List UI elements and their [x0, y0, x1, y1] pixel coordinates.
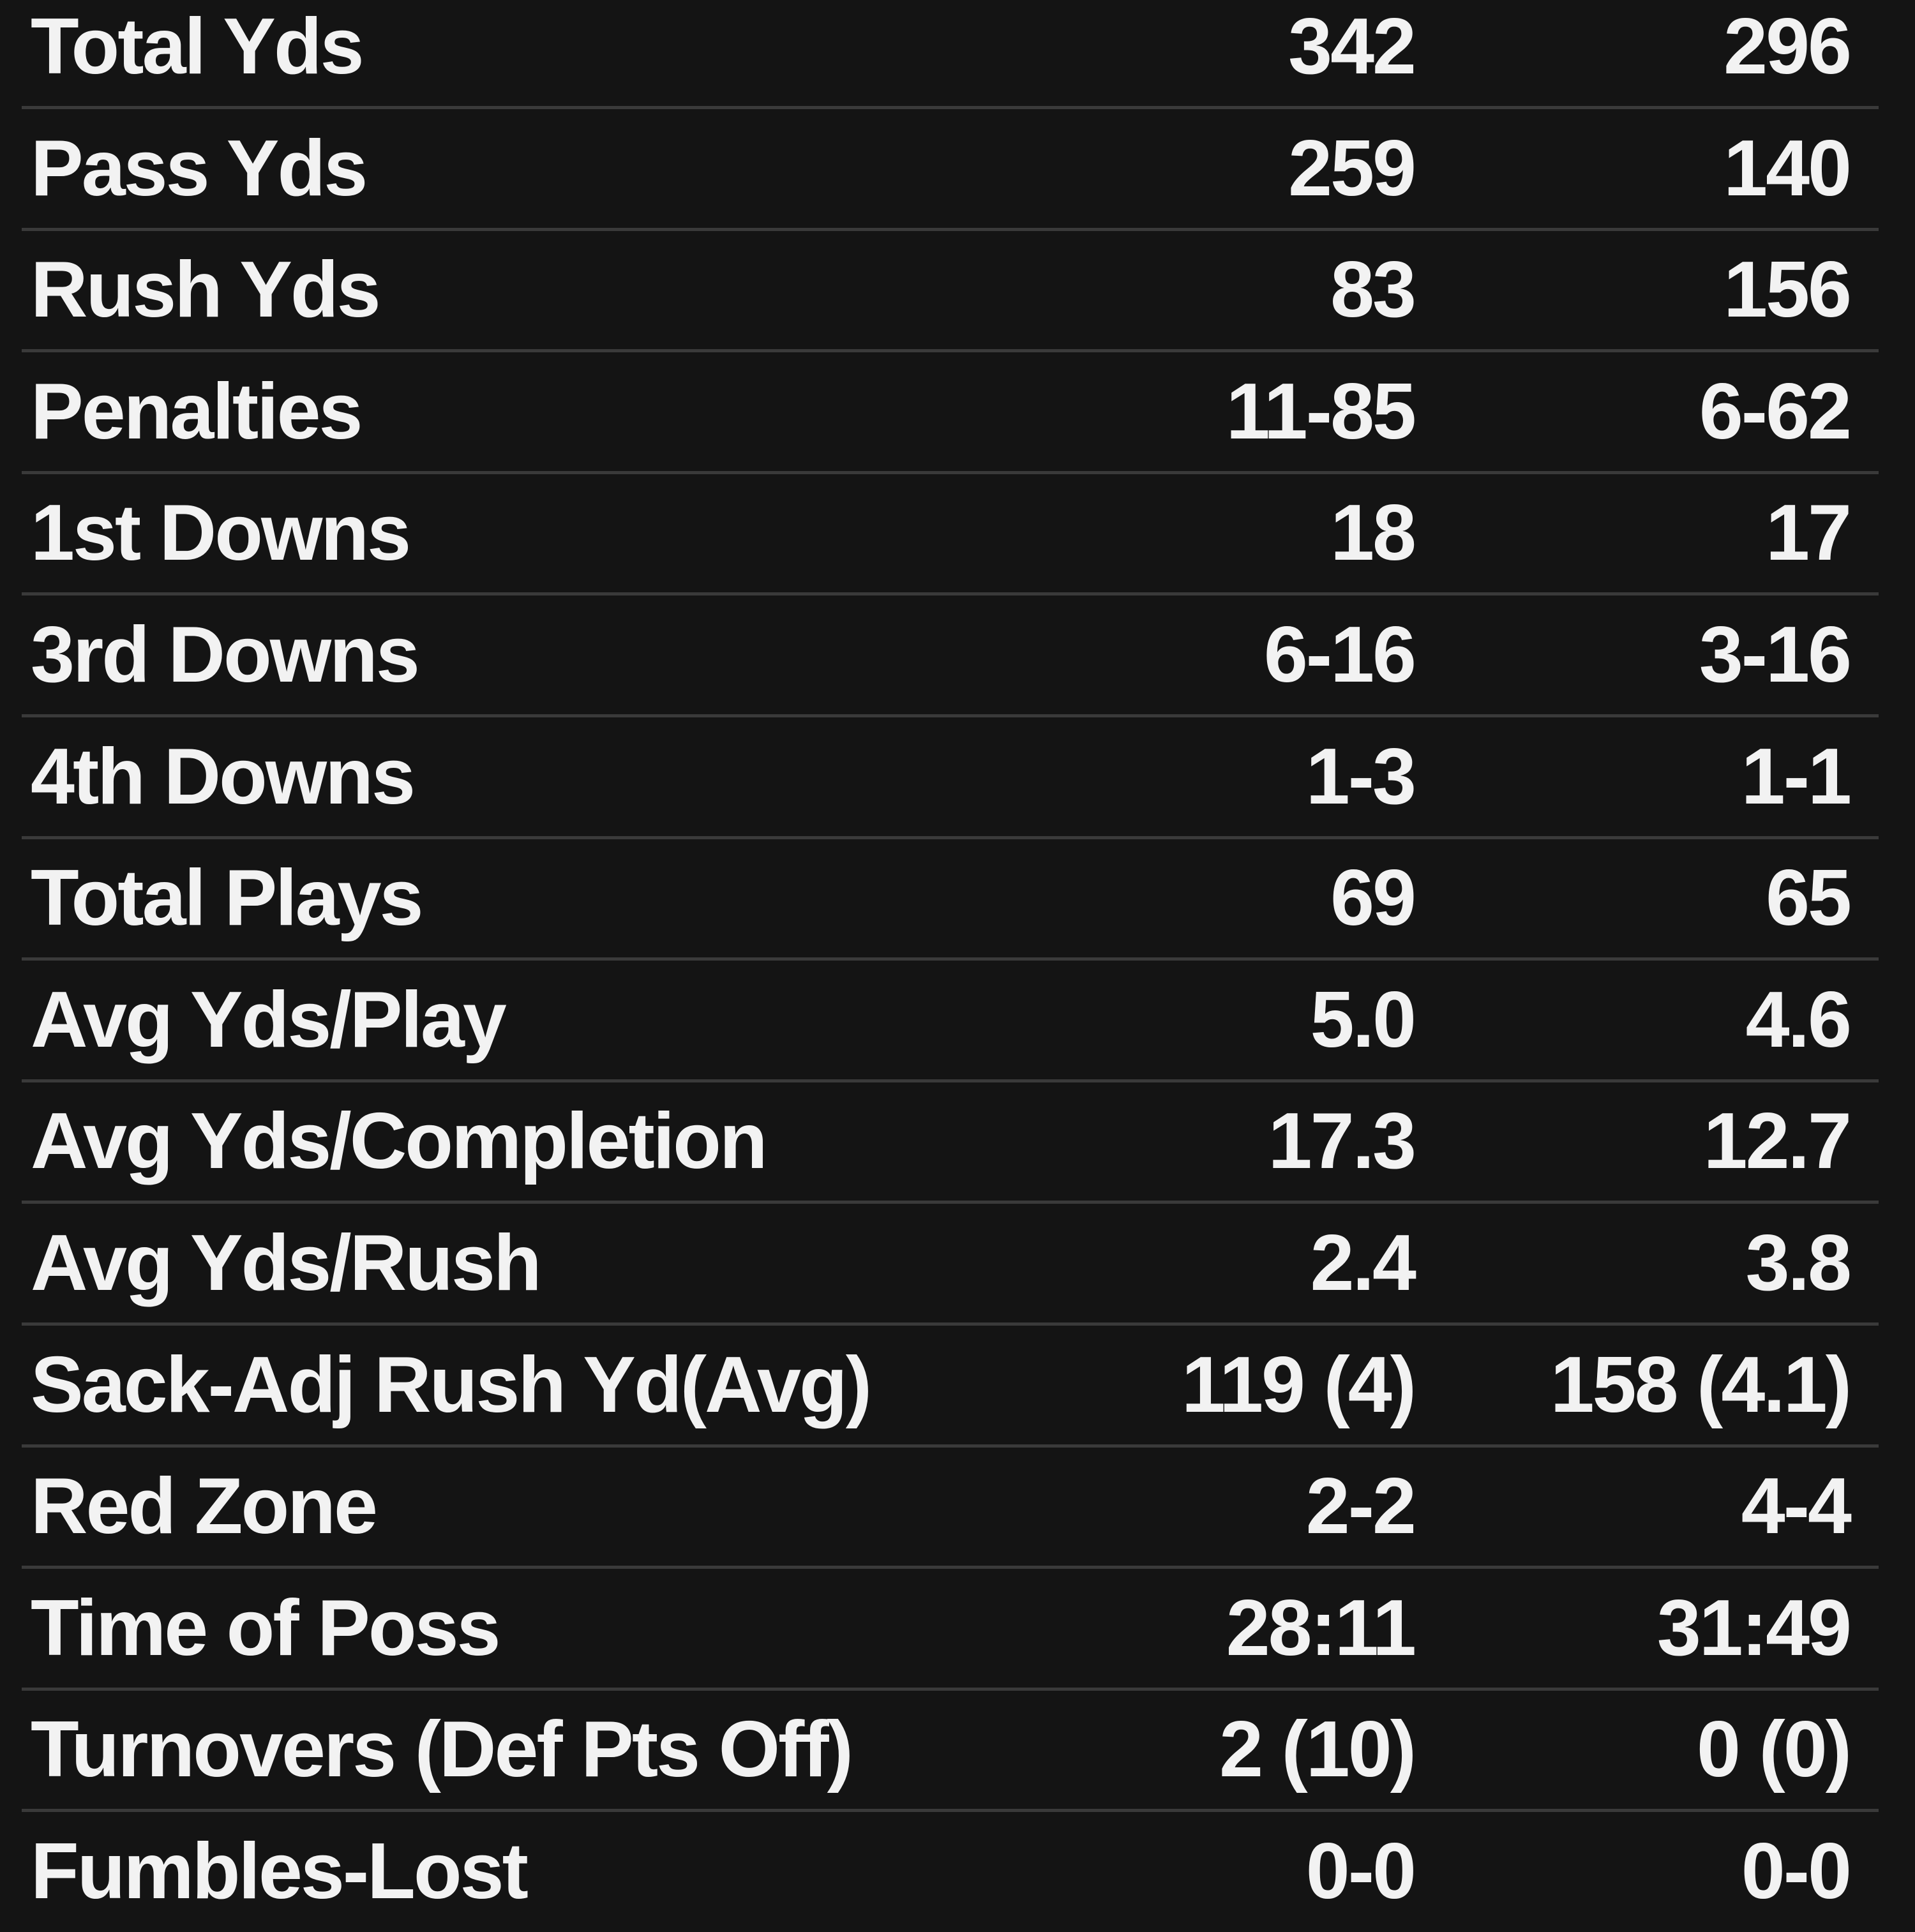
stat-label: Red Zone [31, 1462, 378, 1551]
team2-value: 31:49 [1656, 1584, 1852, 1672]
stat-label: Time of Poss [31, 1584, 500, 1672]
row-separator [22, 1687, 1879, 1691]
row-separator [22, 227, 1879, 231]
team2-value: 4-4 [1741, 1462, 1852, 1551]
team2-value: 140 [1724, 124, 1852, 213]
team1-value: 69 [1330, 854, 1416, 943]
team1-value: 18 [1330, 489, 1416, 578]
row-separator [22, 106, 1879, 109]
team2-value: 0-0 [1741, 1827, 1852, 1915]
stat-label: Avg Yds/Rush [31, 1219, 542, 1307]
team1-value: 2 (10) [1219, 1705, 1416, 1794]
team1-value: 11-85 [1226, 367, 1416, 456]
stat-label: Sack-Adj Rush Yd(Avg) [31, 1340, 872, 1429]
team1-value: 342 [1288, 3, 1416, 91]
stat-label: Fumbles-Lost [31, 1827, 529, 1915]
team2-value: 1-1 [1741, 732, 1852, 821]
team2-value: 156 [1724, 246, 1852, 334]
row-separator [22, 1322, 1879, 1326]
team2-value: 296 [1724, 3, 1852, 91]
team2-value: 3.8 [1745, 1219, 1852, 1307]
team2-value: 12.7 [1703, 1097, 1852, 1186]
row-separator [22, 1809, 1879, 1813]
team1-value: 28:11 [1226, 1584, 1416, 1672]
stat-label: Penalties [31, 367, 363, 456]
stat-label: Total Plays [31, 854, 423, 943]
team2-value: 0 (0) [1697, 1705, 1852, 1794]
stat-label: Avg Yds/Play [31, 975, 507, 1064]
row-separator [22, 1566, 1879, 1569]
stat-label: Pass Yds [31, 124, 368, 213]
team1-value: 2.4 [1310, 1219, 1416, 1307]
row-separator [22, 714, 1879, 717]
team2-value: 158 (4.1) [1550, 1340, 1852, 1429]
row-separator [22, 957, 1879, 961]
team1-value: 119 (4) [1181, 1340, 1416, 1429]
row-separator [22, 1444, 1879, 1448]
stat-label: Turnovers (Def Pts Off) [31, 1705, 853, 1794]
row-separator [22, 592, 1879, 596]
team1-value: 5.0 [1310, 975, 1416, 1064]
team2-value: 4.6 [1745, 975, 1852, 1064]
stat-label: Rush Yds [31, 246, 381, 334]
row-separator [22, 1079, 1879, 1082]
team2-value: 65 [1766, 854, 1852, 943]
team2-value: 17 [1766, 489, 1852, 578]
team1-value: 17.3 [1268, 1097, 1416, 1186]
row-separator [22, 349, 1879, 353]
team1-value: 1-3 [1305, 732, 1416, 821]
row-separator [22, 1201, 1879, 1204]
team1-value: 259 [1288, 124, 1416, 213]
stat-label: 4th Downs [31, 732, 416, 821]
team2-value: 3-16 [1699, 611, 1852, 699]
team1-value: 83 [1330, 246, 1416, 334]
stat-label: 1st Downs [31, 489, 411, 578]
stat-label: 3rd Downs [31, 611, 420, 699]
team2-value: 6-62 [1699, 367, 1852, 456]
stat-label: Total Yds [31, 3, 364, 91]
team1-value: 2-2 [1305, 1462, 1416, 1551]
row-separator [22, 835, 1879, 839]
row-separator [22, 470, 1879, 474]
team1-value: 6-16 [1263, 611, 1416, 699]
team1-value: 0-0 [1305, 1827, 1416, 1915]
stat-label: Avg Yds/Completion [31, 1097, 768, 1186]
